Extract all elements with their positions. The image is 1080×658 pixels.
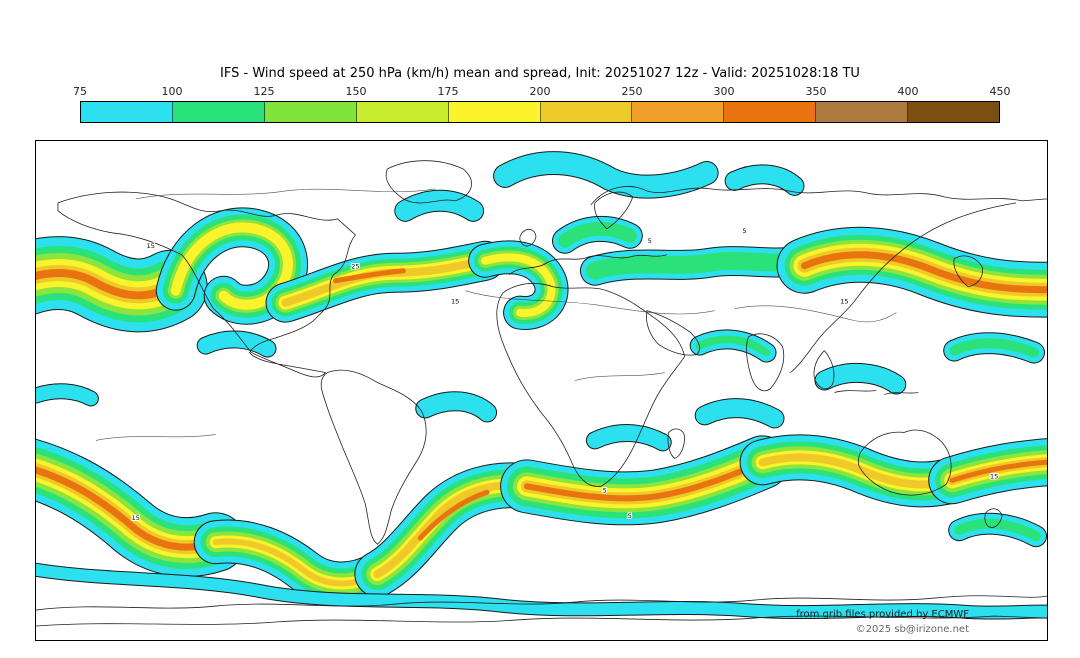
colorbar-tick-label: 75	[73, 85, 87, 98]
wind-band-cyan-eq-atlantic-patch	[416, 392, 497, 422]
wind-band-orange-n-atlantic-core	[332, 268, 406, 284]
colorbar-tick-label: 400	[897, 85, 919, 98]
colorbar-tick-label: 300	[713, 85, 735, 98]
colorbar-segments	[80, 101, 1000, 123]
map-svg: 15 25 15 5 5 15 5 5 15 15	[36, 141, 1047, 640]
wind-band-cyan-eq-pacific-left-patch	[36, 384, 98, 406]
wind-band-cyan-eq-wpacific-patch	[815, 363, 906, 394]
colorbar-tick-label: 100	[161, 85, 183, 98]
coast-greenland	[385, 160, 472, 204]
chart-title: IFS - Wind speed at 250 hPa (km/h) mean …	[220, 66, 860, 81]
spread-contour	[734, 305, 897, 323]
wind-band-orange-s-pacific-left-jet	[36, 466, 220, 551]
world-map: 15 25 15 5 5 15 5 5 15 15 from grib files provide…	[35, 140, 1048, 641]
spread-contour	[135, 188, 436, 200]
spread-contour	[574, 372, 665, 381]
wind-band-cyan-n-greenland-patch	[395, 190, 484, 221]
colorbar-segment	[724, 102, 817, 122]
coast-scandinavia	[594, 191, 634, 230]
coast-britain	[519, 228, 537, 247]
colorbar-segment	[81, 102, 173, 122]
coast-south-america	[320, 369, 427, 545]
colorbar-segment	[816, 102, 909, 122]
colorbar-tick-label: 150	[345, 85, 367, 98]
colorbar-segment	[908, 102, 1000, 122]
wind-band-cyan-eq-caribbean-patch	[197, 331, 276, 357]
wind-band-orange-s-indian-jet	[524, 459, 766, 502]
contour-label: 15	[132, 514, 140, 522]
contour-label: 25	[351, 263, 359, 271]
wind-band-cyan-eq-africa-patch	[586, 425, 671, 451]
wind-band-orange-n-pacific-west	[36, 269, 175, 300]
contour-label: 15	[990, 472, 998, 480]
colorbar-tick-label: 125	[253, 85, 275, 98]
wind-band-green-n-pacific-mid-patch	[949, 338, 1040, 358]
coast-india	[746, 333, 785, 392]
contour-label: 15	[840, 298, 848, 306]
wind-band-cyan-n-polar-patch-1	[494, 152, 718, 198]
coast-east-asia	[790, 202, 1017, 373]
coast-eurasia-arctic	[590, 186, 1047, 206]
colorbar-ticks: 75 100 125 150 175 200 250 300 350 400 450	[73, 85, 1011, 99]
contour-label: 15	[451, 298, 459, 306]
colorbar-segment	[632, 102, 725, 122]
contour-label: 5	[648, 237, 652, 245]
wind-band-green-n-scandinavia-patch	[557, 221, 637, 248]
wind-band-orange-s-pacific-right-jet	[949, 459, 1047, 483]
wind-band-orange-n-easia-jet	[800, 251, 1047, 294]
spread-contour	[95, 434, 216, 441]
spread-contour	[465, 290, 715, 315]
wind-band-orange-s-atlantic-core	[417, 489, 490, 541]
colorbar-tick-label: 250	[621, 85, 643, 98]
wind-band-cyan-n-polar-patch-2	[725, 165, 804, 195]
colorbar-segment	[264, 102, 357, 122]
coast-antarctica-2	[36, 615, 1047, 627]
credits-copyright: ©2025 sb@irizone.net	[855, 624, 969, 635]
colorbar-tick-label: 350	[805, 85, 827, 98]
contour-label: 5	[743, 227, 747, 235]
contour-label: 5	[603, 486, 607, 494]
wind-band-gold-s-samerica-dip	[212, 538, 381, 587]
colorbar-segment	[540, 102, 633, 122]
wind-speed-layers	[36, 151, 1047, 620]
contour-value-labels: 15 25 15 5 5 15 5 5 15 15	[131, 226, 1000, 523]
contour-label: 5	[628, 512, 632, 520]
coast-europe-south	[508, 254, 667, 276]
colorbar-segment	[448, 102, 541, 122]
wind-band-yellow-n-namerica-loop	[170, 222, 294, 310]
colorbar-tick-label: 450	[989, 85, 1011, 98]
colorbar-tick-label: 175	[437, 85, 459, 98]
coast-arabia	[646, 310, 700, 356]
coast-madagascar	[667, 428, 686, 459]
wind-band-cyan-s-indian-mid-patch	[695, 399, 784, 428]
wind-band-green-eq-india-patch	[695, 335, 771, 357]
wind-band-gold-s-australia-band	[758, 453, 957, 489]
coast-africa	[496, 282, 686, 487]
coastlines	[36, 160, 1047, 627]
coast-indonesia	[834, 390, 919, 395]
spread-contours	[95, 188, 897, 441]
coast-antarctica-1	[36, 595, 1047, 611]
coast-japan	[953, 255, 983, 288]
credits-source: from grib files provided by ECMWF	[796, 609, 969, 620]
colorbar-tick-label: 200	[529, 85, 551, 98]
colorbar-segment	[172, 102, 265, 122]
wind-band-gold-s-atlantic-rise	[373, 481, 532, 579]
wind-band-yellow-n-europe-loop	[481, 253, 556, 317]
coast-australia	[857, 429, 952, 496]
wind-band-green-n-asia-band	[585, 251, 809, 280]
colorbar-segment	[356, 102, 449, 122]
wind-band-cyan-s-subpolar-streak	[36, 563, 1047, 619]
coast-new-zealand	[984, 508, 1003, 528]
coast-indochina	[813, 350, 835, 390]
wind-band-green-s-nz-patch	[954, 518, 1042, 542]
coast-north-america	[57, 191, 356, 378]
contour-label: 15	[147, 242, 155, 250]
